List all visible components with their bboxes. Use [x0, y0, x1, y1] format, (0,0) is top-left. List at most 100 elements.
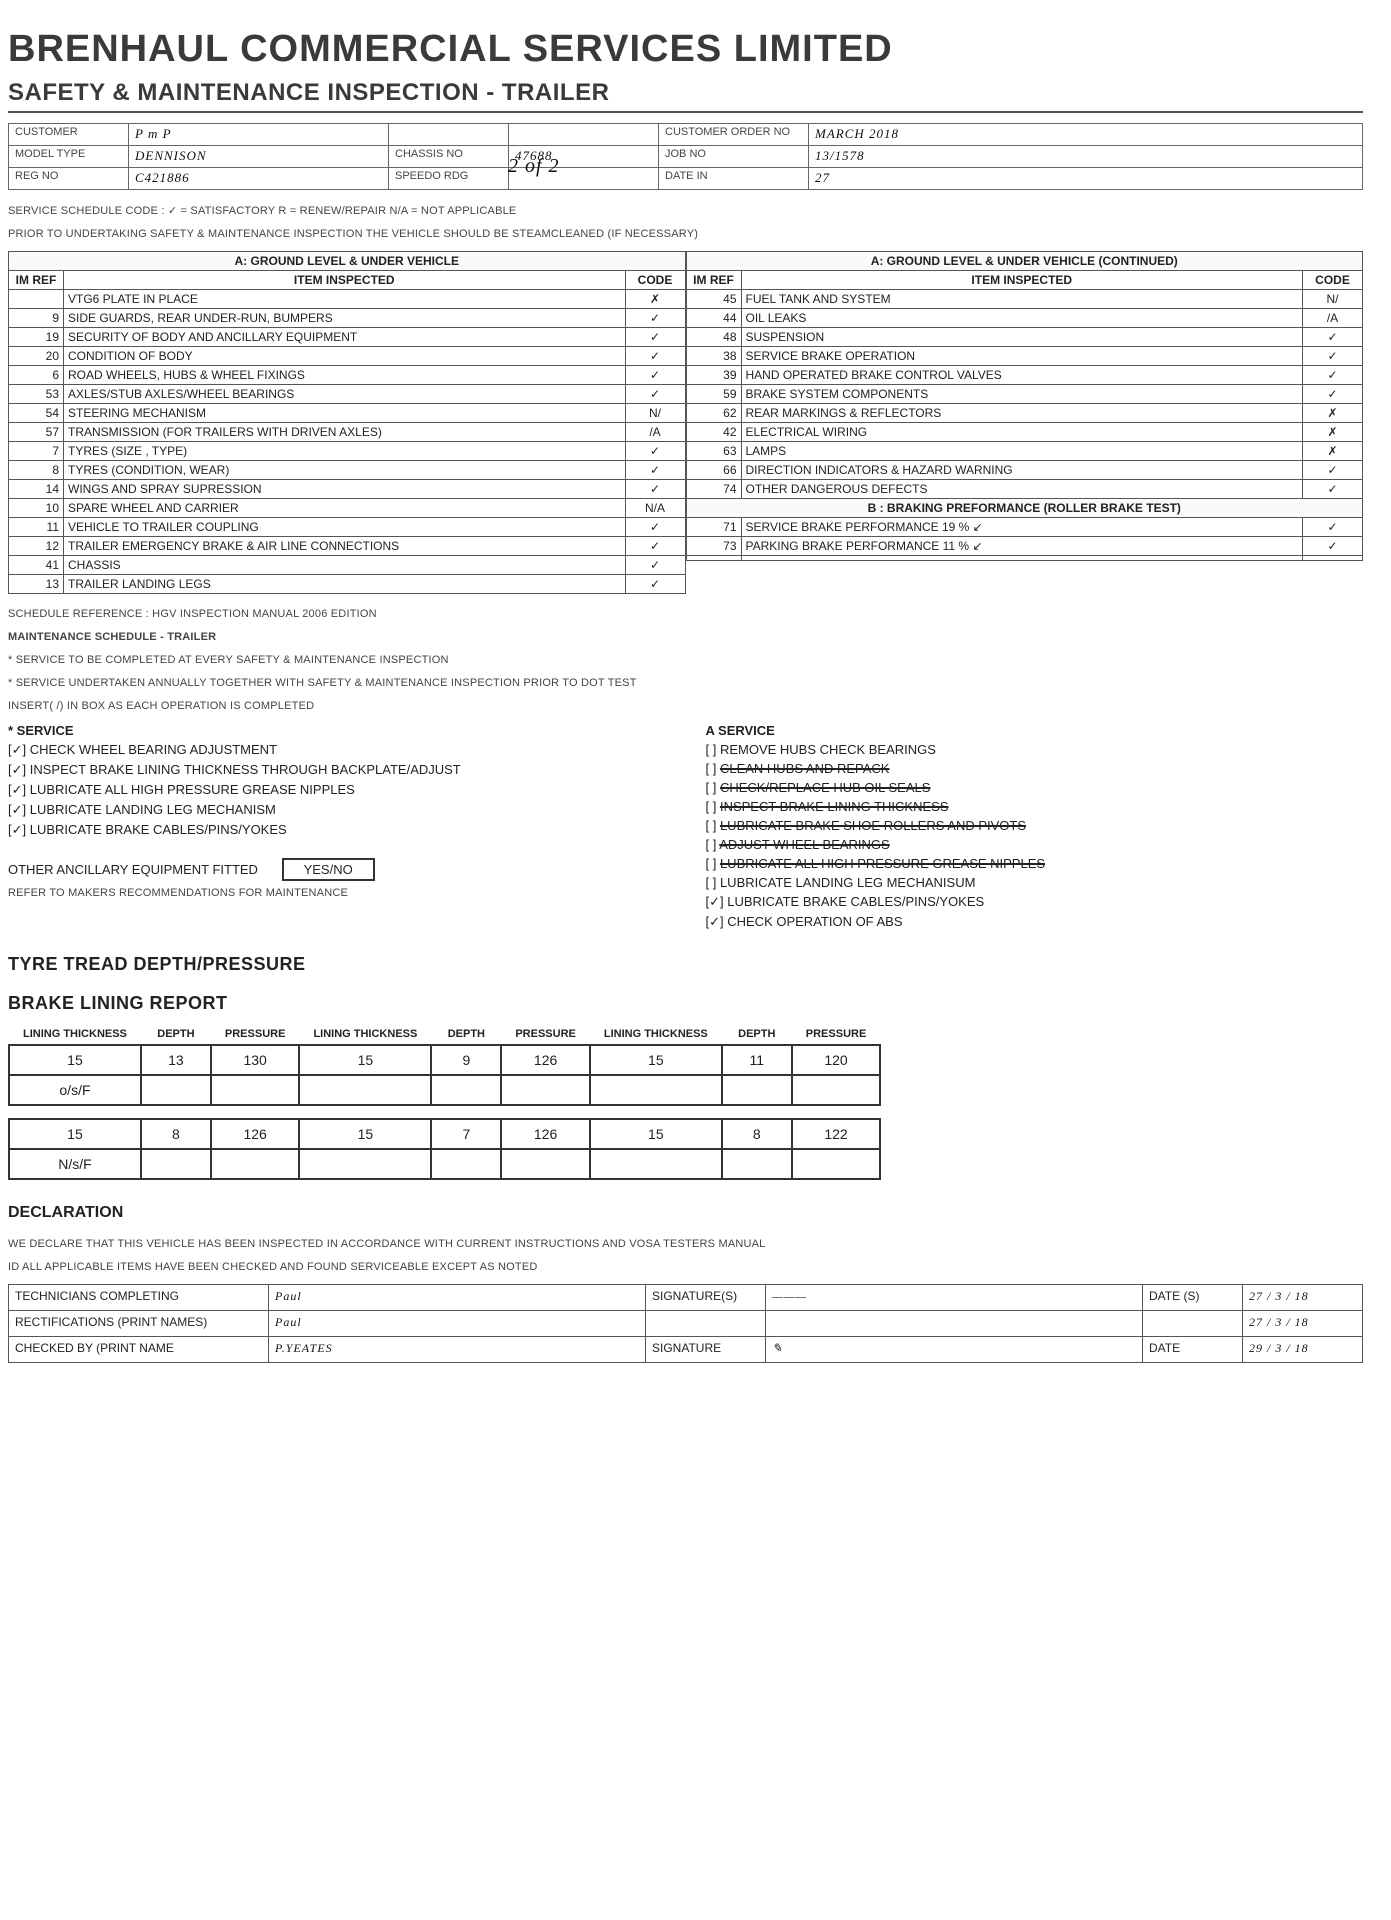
table-row: 13TRAILER LANDING LEGS✓: [9, 575, 686, 594]
sectB-title: B : BRAKING PREFORMANCE (ROLLER BRAKE TE…: [686, 499, 1363, 518]
form-title: SAFETY & MAINTENANCE INSPECTION - TRAILE…: [8, 79, 1363, 107]
list-item: LUBRICATE LANDING LEG MECHANISUM: [706, 875, 1364, 890]
table-row: 59BRAKE SYSTEM COMPONENTS✓: [686, 385, 1363, 404]
table-row: 8TYRES (CONDITION, WEAR)✓: [9, 461, 686, 480]
val-d1: 27 / 3 / 18: [1243, 1285, 1363, 1311]
page-of: 2 of 2: [508, 155, 560, 178]
yesno-box[interactable]: YES/NO: [282, 858, 375, 881]
val-chk: P.YEATES: [269, 1337, 646, 1363]
table-row: 71SERVICE BRAKE PERFORMANCE 19 % ↙✓: [686, 518, 1363, 537]
svc-left-list: CHECK WHEEL BEARING ADJUSTMENT INSPECT BR…: [8, 742, 666, 838]
val-date: 27: [809, 168, 1363, 190]
table-row: 39HAND OPERATED BRAKE CONTROL VALVES✓: [686, 366, 1363, 385]
lining-title: BRAKE LINING REPORT: [8, 993, 1363, 1014]
table-row: 42ELECTRICAL WIRING✗: [686, 423, 1363, 442]
insp-table-right: A: GROUND LEVEL & UNDER VEHICLE (CONTINU…: [686, 251, 1364, 561]
list-item: CHECK WHEEL BEARING ADJUSTMENT: [8, 742, 666, 758]
table-row: VTG6 PLATE IN PLACE✗: [9, 290, 686, 309]
sched-ref: SCHEDULE REFERENCE : HGV INSPECTION MANU…: [8, 608, 1363, 620]
insp-table-left: A: GROUND LEVEL & UNDER VEHICLE IM REF I…: [8, 251, 686, 594]
table-row: 7TYRES (SIZE , TYPE)✓: [9, 442, 686, 461]
table-row: 48SUSPENSION✓: [686, 328, 1363, 347]
col-code: CODE: [625, 271, 685, 290]
table-row: o/s/F: [9, 1075, 880, 1105]
list-item: LUBRICATE LANDING LEG MECHANISM: [8, 802, 666, 818]
table-row: 41CHASSIS✓: [9, 556, 686, 575]
list-item: CHECK/REPLACE HUB OIL SEALS: [706, 780, 1364, 795]
list-item: INSPECT BRAKE LINING THICKNESS THROUGH B…: [8, 762, 666, 778]
header-grid: CUSTOMER P m P CUSTOMER ORDER NO MARCH 2…: [8, 123, 1363, 190]
table-row: 73PARKING BRAKE PERFORMANCE 11 % ↙✓: [686, 537, 1363, 556]
list-item: LUBRICATE BRAKE SHOE ROLLERS AND PIVOTS: [706, 818, 1364, 833]
val-tech: Paul: [269, 1285, 646, 1311]
table-row: 54STEERING MECHANISMN/: [9, 404, 686, 423]
table-row: 12TRAILER EMERGENCY BRAKE & AIR LINE CON…: [9, 537, 686, 556]
values-table: LINING THICKNESSDEPTHPRESSURELINING THIC…: [8, 1022, 881, 1180]
svc-right-title: A SERVICE: [706, 723, 1364, 738]
table-row: [686, 556, 1363, 561]
decl-grid: TECHNICIANS COMPLETING Paul SIGNATURE(S)…: [8, 1284, 1363, 1363]
sectA-title: A: GROUND LEVEL & UNDER VEHICLE: [9, 252, 686, 271]
decl-line2: ID ALL APPLICABLE ITEMS HAVE BEEN CHECKE…: [8, 1261, 1363, 1273]
table-row: 38SERVICE BRAKE OPERATION✓: [686, 347, 1363, 366]
steam-note: PRIOR TO UNDERTAKING SAFETY & MAINTENANC…: [8, 228, 1363, 240]
lbl-date: DATE IN: [659, 168, 809, 190]
svc-left-title: * SERVICE: [8, 723, 666, 738]
lbl-order: CUSTOMER ORDER NO: [659, 124, 809, 146]
table-row: 15131301591261511120: [9, 1045, 880, 1075]
table-row: 11VEHICLE TO TRAILER COUPLING✓: [9, 518, 686, 537]
maint-line-1: * SERVICE UNDERTAKEN ANNUALLY TOGETHER W…: [8, 677, 1363, 689]
list-item: LUBRICATE BRAKE CABLES/PINS/YOKES: [8, 822, 666, 838]
val-model: DENNISON: [129, 146, 389, 168]
decl-line1: WE DECLARE THAT THIS VEHICLE HAS BEEN IN…: [8, 1238, 1363, 1250]
table-row: 53AXLES/STUB AXLES/WHEEL BEARINGS✓: [9, 385, 686, 404]
table-row: 62REAR MARKINGS & REFLECTORS✗: [686, 404, 1363, 423]
table-row: 19SECURITY OF BODY AND ANCILLARY EQUIPME…: [9, 328, 686, 347]
table-row: 20CONDITION OF BODY✓: [9, 347, 686, 366]
list-item: INSPECT BRAKE LINING THICKNESS: [706, 799, 1364, 814]
decl-title: DECLARATION: [8, 1204, 1363, 1222]
table-row: 63LAMPS✗: [686, 442, 1363, 461]
table-row: 44OIL LEAKS/A: [686, 309, 1363, 328]
val-rect: Paul: [269, 1311, 646, 1337]
lbl-sig: SIGNATURE(S): [646, 1285, 766, 1311]
lbl-model: MODEL TYPE: [9, 146, 129, 168]
table-row: 14WINGS AND SPRAY SUPRESSION✓: [9, 480, 686, 499]
list-item: CLEAN HUBS AND REPACK: [706, 761, 1364, 776]
lbl-rect: RECTIFICATIONS (PRINT NAMES): [9, 1311, 269, 1337]
col-im: IM REF: [9, 271, 64, 290]
company-title: BRENHAUL COMMERCIAL SERVICES LIMITED: [8, 28, 1363, 71]
col-item: ITEM INSPECTED: [64, 271, 626, 290]
svc-right-list: REMOVE HUBS CHECK BEARINGS CLEAN HUBS AND…: [706, 742, 1364, 930]
val-order: MARCH 2018: [809, 124, 1363, 146]
table-row: 57TRANSMISSION (FOR TRAILERS WITH DRIVEN…: [9, 423, 686, 442]
val-sig1: ———: [766, 1285, 1143, 1311]
sectA2-title: A: GROUND LEVEL & UNDER VEHICLE (CONTINU…: [686, 252, 1363, 271]
lbl-date2: DATE: [1143, 1337, 1243, 1363]
maint-line-0: * SERVICE TO BE COMPLETED AT EVERY SAFET…: [8, 654, 1363, 666]
val-reg: C421886: [129, 168, 389, 190]
refer-makers: REFER TO MAKERS RECOMMENDATIONS FOR MAIN…: [8, 887, 666, 899]
table-row: 10SPARE WHEEL AND CARRIERN/A: [9, 499, 686, 518]
list-item: LUBRICATE BRAKE CABLES/PINS/YOKES: [706, 894, 1364, 910]
list-item: ADJUST WHEEL BEARINGS: [706, 837, 1364, 852]
table-row: 66DIRECTION INDICATORS & HAZARD WARNING✓: [686, 461, 1363, 480]
list-item: REMOVE HUBS CHECK BEARINGS: [706, 742, 1364, 757]
table-row: 45FUEL TANK AND SYSTEMN/: [686, 290, 1363, 309]
other-anc: OTHER ANCILLARY EQUIPMENT FITTED: [8, 862, 258, 877]
tread-title: TYRE TREAD DEPTH/PRESSURE: [8, 954, 1363, 975]
lbl-sig2: SIGNATURE: [646, 1337, 766, 1363]
val-job: 13/1578: [809, 146, 1363, 168]
lbl-date-s: DATE (S): [1143, 1285, 1243, 1311]
maint-title: MAINTENANCE SCHEDULE - TRAILER: [8, 631, 1363, 643]
lbl-chassis: CHASSIS NO: [389, 146, 509, 168]
code-legend: SERVICE SCHEDULE CODE : ✓ = SATISFACTORY…: [8, 204, 1363, 217]
table-row: 158126157126158122: [9, 1119, 880, 1149]
val-sig2: ✎: [766, 1337, 1143, 1363]
val-d3: 29 / 3 / 18: [1243, 1337, 1363, 1363]
lbl-tech: TECHNICIANS COMPLETING: [9, 1285, 269, 1311]
lbl-chk: CHECKED BY (PRINT NAME: [9, 1337, 269, 1363]
table-row: 74OTHER DANGEROUS DEFECTS✓: [686, 480, 1363, 499]
list-item: CHECK OPERATION OF ABS: [706, 914, 1364, 930]
table-row: 6ROAD WHEELS, HUBS & WHEEL FIXINGS✓: [9, 366, 686, 385]
